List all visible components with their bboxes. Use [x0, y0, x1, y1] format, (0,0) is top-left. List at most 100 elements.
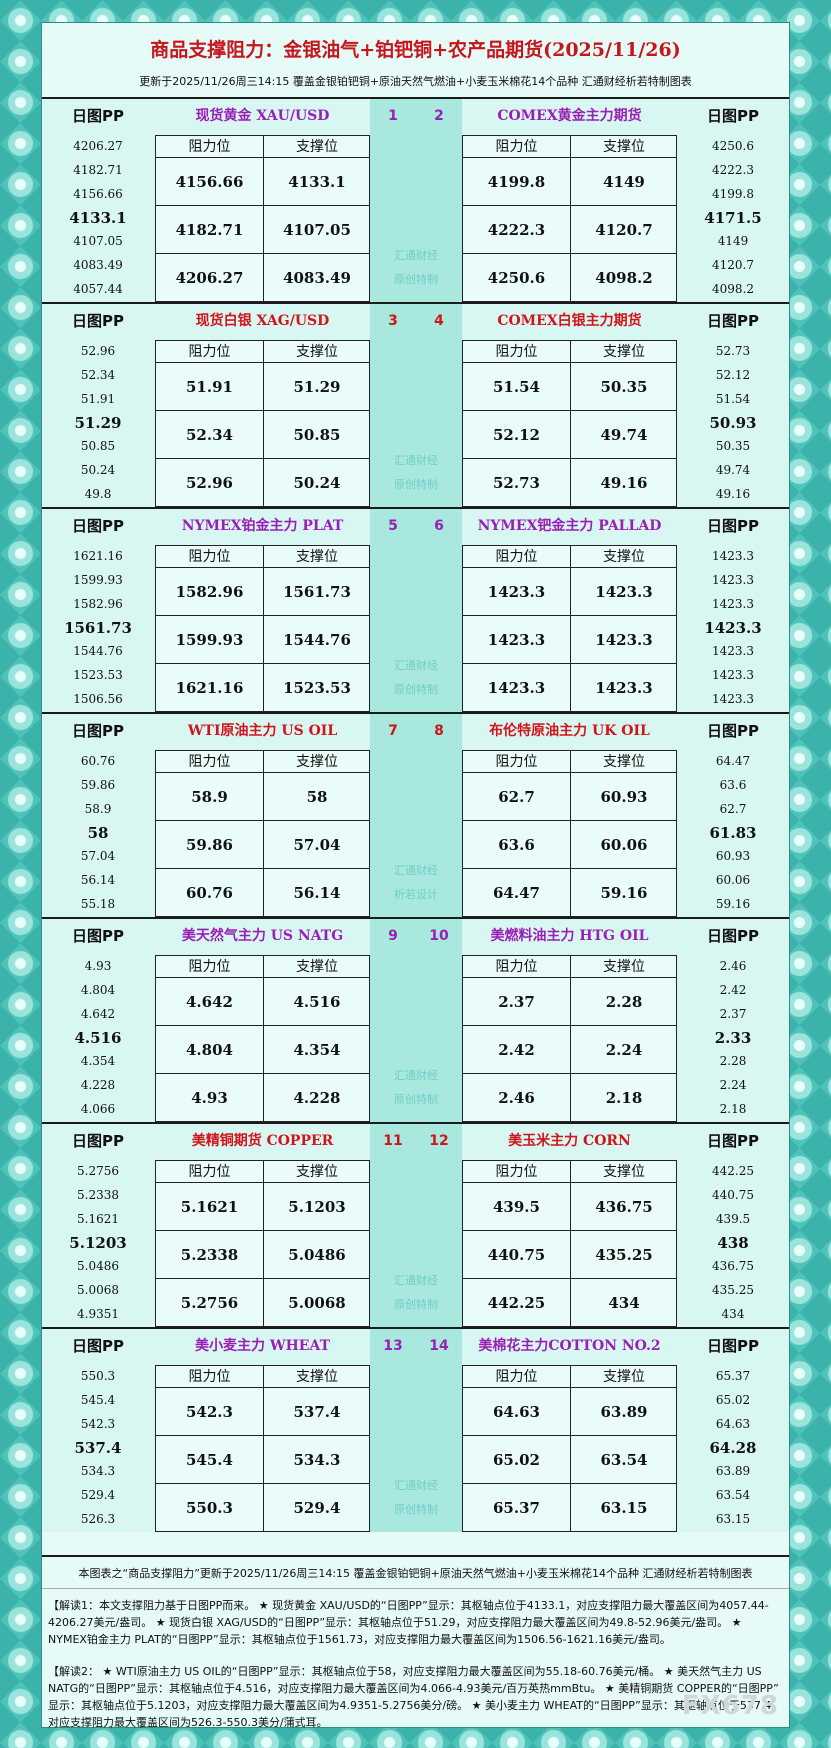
table-cell: 49.74: [570, 411, 677, 459]
watermark: 汇通财经: [394, 454, 438, 467]
table-header: 支撑位: [263, 955, 370, 978]
chart-panel: 商品支撑阻力：金银油气+铂钯铜+农产品期货(2025/11/26) 更新于202…: [41, 22, 790, 1729]
table-cell: 1423.3: [463, 568, 570, 616]
table-cell: 52.34: [156, 411, 263, 459]
table-cell: 60.76: [156, 869, 263, 917]
instrument-number: 6: [434, 518, 444, 534]
watermark: 原创特制: [394, 683, 438, 696]
table-header: 支撑位: [570, 135, 677, 158]
pp-label: 日图PP: [72, 312, 124, 330]
level-table: 阻力位 支撑位 1582.96 1561.73 1599.93 1544.76 1621.1…: [155, 545, 370, 712]
pp-value: 63.15: [715, 1512, 751, 1527]
table-header: 支撑位: [570, 1365, 677, 1388]
pp-value: 5.1203: [69, 1233, 127, 1252]
table-cell: 1423.3: [570, 616, 677, 664]
table-cell: 50.85: [263, 411, 370, 459]
pp-value: 2.46: [719, 959, 747, 973]
table-cell: 4120.7: [570, 206, 677, 254]
table-cell: 5.0486: [263, 1231, 370, 1279]
commodity-section: 日图PP 美小麦主力 WHEAT 13 550.3 545.4 542.3 537.4 534…: [42, 1327, 789, 1532]
watermark: 原创特制: [394, 1503, 438, 1516]
instrument-name: 美燃料油主力 HTG OIL: [490, 928, 649, 944]
pp-label: 日图PP: [72, 517, 124, 535]
pp-value: 2.33: [714, 1028, 752, 1047]
table-cell: 440.75: [463, 1231, 570, 1279]
middle-column: [370, 304, 462, 507]
table-cell: 4098.2: [570, 254, 677, 302]
pp-value: 5.2338: [77, 1187, 119, 1202]
level-table: 阻力位 支撑位 5.1621 5.1203 5.2338 5.0486 5.2756 5.00…: [155, 1160, 370, 1327]
pp-value: 1423.3: [712, 668, 754, 683]
pp-value: 4120.7: [712, 258, 754, 273]
table-cell: 60.93: [570, 773, 677, 821]
table-cell: 1423.3: [570, 664, 677, 712]
table-cell: 4107.05: [263, 206, 370, 254]
table-cell: 59.16: [570, 869, 677, 917]
commodity-section: 日图PP 现货黄金 XAU/USD 1 4206.27 4182.71 4156.66 41…: [42, 97, 789, 302]
table-cell: 58: [263, 773, 370, 821]
instrument-name: 美天然气主力 US NATG: [181, 928, 344, 944]
table-cell: 4222.3: [463, 206, 570, 254]
pp-value: 52.96: [80, 344, 116, 358]
pp-value: 1423.3: [712, 549, 754, 563]
level-table: 阻力位 支撑位 439.5 436.75 440.75 435.25 442.25 434: [462, 1160, 677, 1327]
table-cell: 49.16: [570, 459, 677, 507]
pp-label: 日图PP: [707, 312, 759, 330]
instrument-name: 现货白银 XAG/USD: [195, 313, 330, 329]
table-header: 阻力位: [156, 1365, 263, 1388]
pp-value: 529.4: [80, 1488, 116, 1503]
instrument-number: 2: [434, 108, 444, 124]
table-cell: 51.91: [156, 363, 263, 411]
pp-value: 60.93: [715, 849, 751, 864]
table-header: 支撑位: [570, 340, 677, 363]
pp-value: 58: [87, 823, 109, 842]
table-cell: 5.1203: [263, 1183, 370, 1231]
table-cell: 1599.93: [156, 616, 263, 664]
instrument-number: 1: [388, 108, 398, 124]
pp-value: 1621.16: [73, 549, 123, 563]
pp-value: 51.29: [74, 413, 122, 432]
instrument-number: 10: [429, 928, 449, 944]
pp-value: 2.28: [719, 1054, 747, 1069]
pp-value: 438: [717, 1233, 749, 1252]
table-cell: 2.37: [463, 978, 570, 1026]
table-cell: 436.75: [570, 1183, 677, 1231]
instrument-number: 8: [434, 723, 444, 739]
table-cell: 51.29: [263, 363, 370, 411]
table-header: 阻力位: [156, 135, 263, 158]
pp-value: 1506.56: [73, 692, 123, 707]
pp-value: 1599.93: [73, 572, 123, 587]
pp-value: 1561.73: [64, 618, 132, 637]
pp-value: 1423.3: [712, 596, 754, 611]
table-cell: 5.0068: [263, 1279, 370, 1327]
commodity-section: 日图PP NYMEX铂金主力 PLAT 5 1621.16 1599.93 1582.96…: [42, 507, 789, 712]
pp-label: 日图PP: [707, 1337, 759, 1355]
pp-value: 534.3: [80, 1464, 116, 1479]
middle-column: [370, 919, 462, 1122]
table-cell: 56.14: [263, 869, 370, 917]
table-cell: 4.642: [156, 978, 263, 1026]
level-table: 阻力位 支撑位 1423.3 1423.3 1423.3 1423.3 1423.3 1423…: [462, 545, 677, 712]
watermark: 原创特制: [394, 478, 438, 491]
pp-value: 51.91: [80, 391, 116, 406]
pp-value: 4057.44: [73, 282, 123, 297]
pp-value: 57.04: [80, 849, 116, 864]
watermark: 原创特制: [394, 1093, 438, 1106]
watermark: 汇通财经: [394, 249, 438, 262]
pp-label: 日图PP: [707, 107, 759, 125]
pp-value: 58.9: [84, 801, 112, 816]
watermark: 析若设计: [394, 888, 438, 901]
table-cell: 4083.49: [263, 254, 370, 302]
table-cell: 4149: [570, 158, 677, 206]
pp-value: 64.28: [709, 1438, 757, 1457]
level-table: 阻力位 支撑位 51.54 50.35 52.12 49.74 52.73 49.16: [462, 340, 677, 507]
table-cell: 2.18: [570, 1074, 677, 1122]
pp-value: 1423.3: [712, 692, 754, 707]
table-cell: 59.86: [156, 821, 263, 869]
pp-value: 52.34: [80, 367, 116, 382]
pp-value: 65.37: [715, 1369, 751, 1383]
pp-value: 4.228: [80, 1078, 116, 1093]
instrument-name: 美精铜期货 COPPER: [191, 1133, 334, 1149]
pp-value: 4.93: [84, 959, 112, 973]
